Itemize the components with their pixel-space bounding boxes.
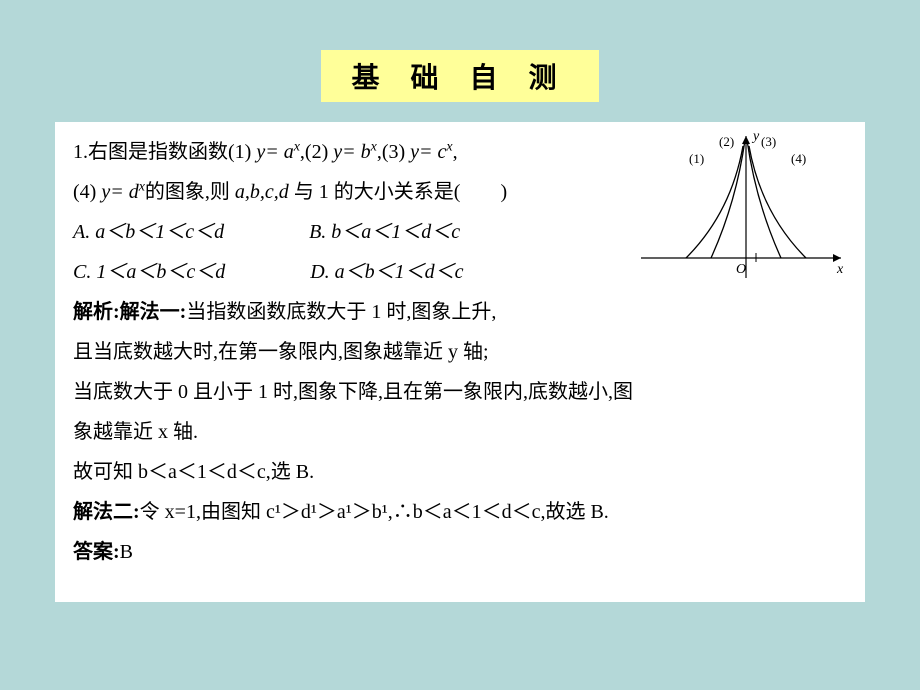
option-c[interactable]: C. 1＜a＜b＜c＜d: [73, 252, 225, 292]
solution-2-line: 解法二:令 x=1,由图知 c¹＞d¹＞a¹＞b¹,∴b＜a＜1＜d＜c,故选 …: [73, 492, 847, 532]
answer-value: B: [120, 541, 133, 563]
curve-label-3: (3): [761, 134, 776, 149]
s1l3: 当底数大于 0 且小于 1 时,图象下降,且在第一象限内,底数越小,图: [73, 381, 633, 403]
title-text: 基 础 自 测: [351, 63, 568, 94]
answer-label: 答案:: [73, 541, 120, 563]
solution-1-line-3: 当底数大于 0 且小于 1 时,图象下降,且在第一象限内,底数越小,图: [73, 372, 847, 412]
q-fn1: y= ax: [256, 141, 300, 163]
x-axis-arrow: [833, 254, 841, 262]
q-fn2: y= bx: [333, 141, 377, 163]
origin-label: O: [736, 262, 746, 277]
solution-1-line-4: 故可知 b＜a＜1＜d＜c,选 B.: [73, 452, 847, 492]
q-l2c: 与 1 的大小关系是( ): [289, 181, 507, 203]
q-fn4: y= dx: [101, 181, 145, 203]
q-c2: ,(3): [377, 141, 410, 163]
q-number: 1.: [73, 141, 88, 163]
q-vars: a,b,c,d: [235, 181, 289, 203]
x-label: x: [836, 262, 844, 277]
q-c3: ,: [453, 141, 458, 163]
solution-label-1: 解析:解法一:: [73, 301, 186, 323]
s1l2: 且当底数越大时,在第一象限内,图象越靠近 y 轴;: [73, 341, 489, 363]
option-d[interactable]: D. a＜b＜1＜d＜c: [310, 252, 463, 292]
q-l2b: 的图象,则: [145, 181, 235, 203]
q-stem-1: 右图是指数函数(1): [88, 141, 256, 163]
option-b[interactable]: B. b＜a＜1＜d＜c: [309, 212, 460, 252]
solution-1-line-3b: 象越靠近 x 轴.: [73, 412, 847, 452]
y-axis-arrow: [742, 136, 750, 144]
solution-1-line-1: 解析:解法一:当指数函数底数大于 1 时,图象上升,: [73, 292, 847, 332]
curve-label-4: (4): [791, 151, 806, 166]
s1l4: 故可知 b＜a＜1＜d＜c,选 B.: [73, 461, 314, 483]
content-card: x y O (1) (2) (3) (4) 1.右图是指数函数(1) y= ax…: [55, 122, 865, 602]
solution-label-2: 解法二:: [73, 501, 140, 523]
answer-line: 答案:B: [73, 532, 847, 572]
q-l2a: (4): [73, 181, 101, 203]
option-a[interactable]: A. a＜b＜1＜c＜d: [73, 212, 224, 252]
curve-3: [747, 140, 781, 258]
curve-2: [711, 140, 745, 258]
solution-1-line-2: 且当底数越大时,在第一象限内,图象越靠近 y 轴;: [73, 332, 847, 372]
exponential-graph: x y O (1) (2) (3) (4): [641, 128, 851, 283]
title-banner: 基 础 自 测: [321, 50, 598, 102]
slide: 基 础 自 测 x y O (1) (2) (3) (4) 1.右图是指数: [0, 0, 920, 690]
s1l3b: 象越靠近 x 轴.: [73, 421, 198, 443]
q-fn3: y= cx: [410, 141, 452, 163]
s1l1: 当指数函数底数大于 1 时,图象上升,: [186, 301, 496, 323]
q-c1: ,(2): [300, 141, 333, 163]
curve-label-2: (2): [719, 134, 734, 149]
y-label: y: [751, 129, 760, 144]
s2: 令 x=1,由图知 c¹＞d¹＞a¹＞b¹,∴b＜a＜1＜d＜c,故选 B.: [140, 501, 609, 523]
curve-label-1: (1): [689, 151, 704, 166]
